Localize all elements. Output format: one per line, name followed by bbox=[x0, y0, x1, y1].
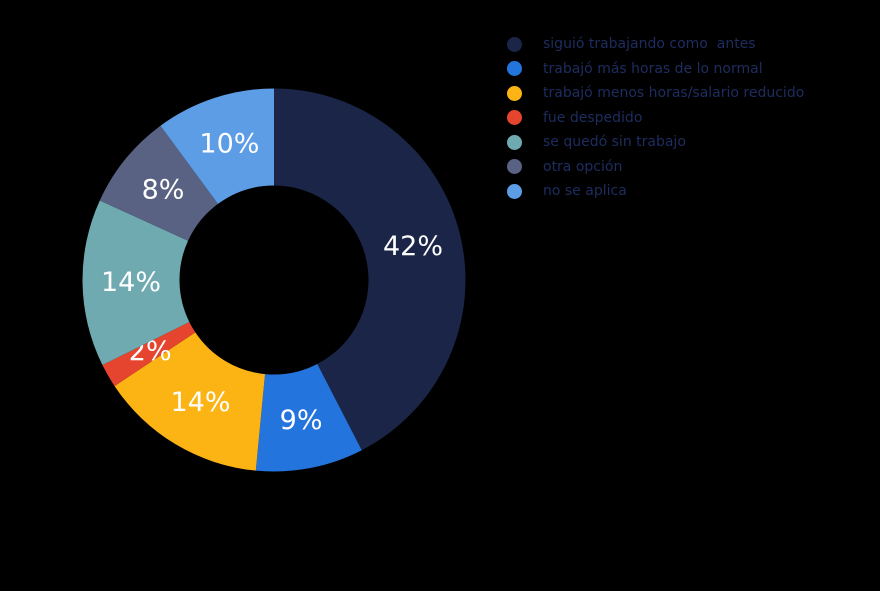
donut-slice-1 bbox=[255, 363, 362, 472]
legend-color-dot bbox=[507, 159, 522, 175]
legend-color-dot bbox=[507, 36, 522, 52]
slice-value-label-6: 10% bbox=[199, 129, 259, 160]
legend-item-se-quedo-sin-trabajo: se quedó sin trabajo bbox=[507, 130, 804, 155]
legend-color-dot bbox=[507, 85, 522, 101]
donut-slice-2 bbox=[114, 332, 266, 471]
legend-label: trabajó más horas de lo normal bbox=[543, 60, 763, 77]
slice-value-label-1: 9% bbox=[280, 405, 323, 436]
legend-item-no-se-aplica: no se aplica bbox=[507, 179, 804, 204]
legend-item-fue-despedido: fue despedido bbox=[507, 106, 804, 131]
legend-label: no se aplica bbox=[543, 183, 627, 199]
legend-item-siguio-trabajando: siguió trabajando como antes bbox=[507, 32, 804, 57]
donut-slice-5 bbox=[99, 125, 218, 241]
donut-slice-0 bbox=[274, 88, 466, 451]
slice-value-label-4: 14% bbox=[101, 267, 161, 298]
legend-color-dot bbox=[507, 61, 522, 77]
legend-color-dot bbox=[507, 183, 522, 199]
legend-item-trabajo-menos-horas: trabajó menos horas/salario reducido bbox=[507, 81, 804, 106]
chart-legend: siguió trabajando como antes trabajó más… bbox=[507, 32, 804, 204]
legend-item-trabajo-mas-horas: trabajó más horas de lo normal bbox=[507, 57, 804, 82]
slice-value-label-5: 8% bbox=[142, 174, 185, 205]
slice-value-label-2: 14% bbox=[170, 387, 230, 418]
donut-slice-3 bbox=[102, 321, 196, 387]
donut-slice-6 bbox=[160, 88, 274, 204]
slice-value-label-0: 42% bbox=[383, 231, 443, 262]
legend-item-otra-opcion: otra opción bbox=[507, 155, 804, 180]
legend-color-dot bbox=[507, 134, 522, 150]
legend-label: otra opción bbox=[543, 158, 623, 175]
legend-label: trabajó menos horas/salario reducido bbox=[543, 85, 805, 101]
donut-slice-4 bbox=[82, 200, 190, 366]
legend-label: se quedó sin trabajo bbox=[543, 134, 686, 150]
legend-label: fue despedido bbox=[543, 109, 643, 126]
legend-label: siguió trabajando como antes bbox=[543, 36, 756, 52]
legend-color-dot bbox=[507, 110, 522, 126]
